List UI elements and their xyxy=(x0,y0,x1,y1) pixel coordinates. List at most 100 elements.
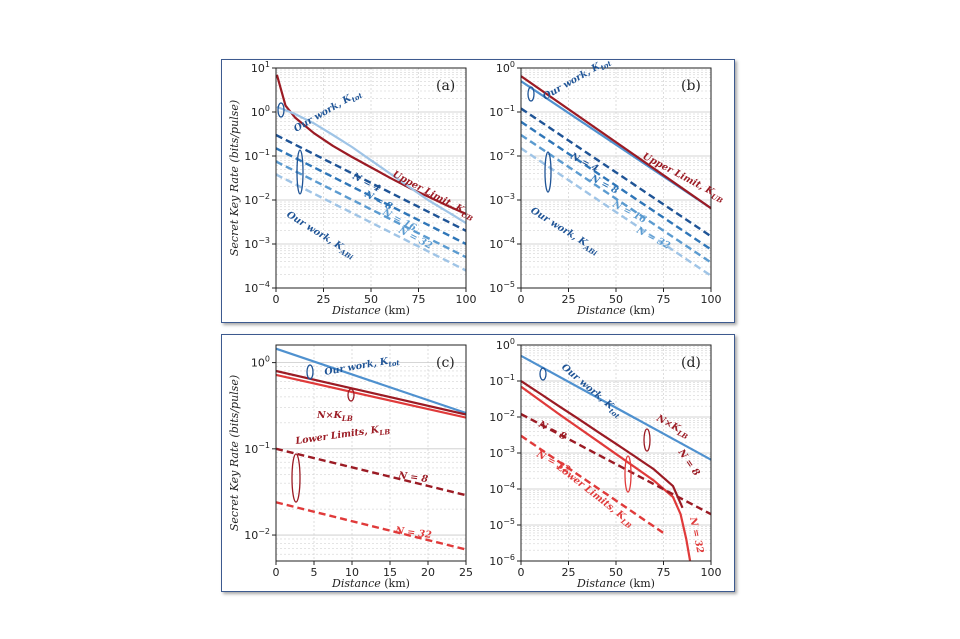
x-tick-label: 100 xyxy=(701,566,722,579)
series-line xyxy=(521,107,711,238)
series-line xyxy=(521,380,684,509)
annotation-label: N = 4 xyxy=(568,150,600,174)
y-tick-label: 10−4 xyxy=(244,280,270,295)
group-ellipse xyxy=(306,364,314,380)
x-tick-label: 25 xyxy=(317,293,331,306)
chart-panel-a: 0 25 50 75 100 101 100 10−1 10−2 10−3 10−4 Distance… xyxy=(228,60,477,317)
group-ellipse xyxy=(296,149,304,195)
x-tick-label: 25 xyxy=(562,566,576,579)
x-axis-title: Distance (km) xyxy=(576,577,655,590)
group-ellipse xyxy=(527,86,535,102)
x-tick-label: 75 xyxy=(657,293,671,306)
series-line xyxy=(276,501,466,551)
series-line xyxy=(521,385,692,561)
x-tick-label: 25 xyxy=(562,293,576,306)
x-tick-label: 25 xyxy=(459,566,473,579)
group-ellipse xyxy=(291,453,301,503)
x-tick-label: 5 xyxy=(311,566,318,579)
y-tick-label: 100 xyxy=(496,60,515,75)
series-line xyxy=(276,173,466,272)
y-tick-label: 10−2 xyxy=(489,148,515,163)
annotation-label: Lower Limits, KLB xyxy=(552,461,636,530)
x-axis-title: Distance (km) xyxy=(331,577,410,590)
series-line xyxy=(521,434,665,534)
series-line xyxy=(521,75,711,210)
x-tick-label: 50 xyxy=(609,566,623,579)
series-line xyxy=(276,147,466,246)
y-tick-label: 10−2 xyxy=(489,409,515,424)
annotation-label: Our work, KABi xyxy=(283,209,357,262)
panel-label: (c) xyxy=(436,355,455,371)
chart-panel-b: 0 25 50 75 100 100 10−1 10−2 10−3 10−4 10−5 Distanc… xyxy=(489,55,724,317)
group-ellipse xyxy=(624,455,632,493)
x-tick-label: 75 xyxy=(657,566,671,579)
panel-label: (b) xyxy=(681,78,701,94)
annotation-label: N = 8 xyxy=(588,172,621,196)
series-line xyxy=(276,105,466,224)
series-line xyxy=(276,133,466,232)
y-tick-label: 100 xyxy=(251,104,270,119)
series-line xyxy=(521,147,711,277)
y-tick-label: 10−1 xyxy=(244,148,270,163)
series-group xyxy=(276,347,466,551)
y-tick-label: 10−2 xyxy=(244,192,270,207)
series-line xyxy=(521,413,711,516)
annotation-label: N = 32 xyxy=(634,224,673,251)
y-tick-label: 10−1 xyxy=(489,373,515,388)
chart-panel-c: 0 5 10 15 20 25 100 10−1 10−2 Distance (km) Secret… xyxy=(228,344,473,590)
x-axis-title: Distance (km) xyxy=(331,304,410,317)
x-tick-label: 20 xyxy=(421,566,435,579)
y-tick-label: 10−3 xyxy=(244,236,270,251)
series-group xyxy=(276,74,466,272)
annotation-label: N = 8 xyxy=(397,470,429,485)
x-tick-label: 10 xyxy=(345,566,359,579)
y-tick-label: 10−1 xyxy=(489,104,515,119)
y-tick-label: 10−3 xyxy=(489,445,515,460)
y-axis-title: Secret Key Rate (bits/pulse) xyxy=(228,100,241,256)
group-ellipse xyxy=(544,151,552,193)
annotation-label: Lower Limits, KLB xyxy=(294,423,391,449)
x-tick-label: 100 xyxy=(456,293,477,306)
series-line xyxy=(276,160,466,259)
group-ellipse xyxy=(643,428,651,452)
series-line xyxy=(276,347,466,415)
series-line xyxy=(521,354,711,461)
y-tick-label: 10−6 xyxy=(489,553,515,568)
y-tick-label: 100 xyxy=(251,355,270,370)
y-tick-label: 10−3 xyxy=(489,192,515,207)
x-axis-title: Distance (km) xyxy=(576,304,655,317)
annotation-label: N = 32 xyxy=(687,515,706,554)
x-tick-label: 50 xyxy=(609,293,623,306)
annotation-label: Our work, Ktot xyxy=(541,55,614,104)
x-tick-label: 15 xyxy=(383,566,397,579)
series-line xyxy=(521,134,711,264)
y-tick-label: 10−5 xyxy=(489,517,515,532)
series-line xyxy=(521,120,711,251)
y-tick-label: 10−2 xyxy=(244,527,270,542)
series-line xyxy=(276,369,466,416)
series-line xyxy=(276,373,466,419)
group-ellipse xyxy=(347,388,355,402)
series-line xyxy=(276,74,466,216)
x-tick-label: 0 xyxy=(273,293,280,306)
annotation-label: N×KLB xyxy=(316,410,353,423)
y-tick-label: 10−4 xyxy=(489,481,515,496)
series-line xyxy=(276,447,466,497)
annotation-label: N = 8 xyxy=(536,418,569,442)
series-group xyxy=(521,354,711,561)
x-tick-label: 0 xyxy=(518,566,525,579)
group-ellipse xyxy=(277,102,285,118)
y-axis-title: Secret Key Rate (bits/pulse) xyxy=(228,375,241,531)
x-tick-label: 50 xyxy=(364,293,378,306)
annotation-label: N = 32 xyxy=(394,525,433,541)
group-ellipse xyxy=(539,367,547,381)
panel-label: (d) xyxy=(681,355,701,371)
x-tick-label: 100 xyxy=(701,293,722,306)
panel-label: (a) xyxy=(436,78,455,94)
x-tick-label: 0 xyxy=(518,293,525,306)
series-group xyxy=(521,75,711,277)
y-tick-label: 100 xyxy=(496,337,515,352)
y-tick-label: 10−1 xyxy=(244,441,270,456)
chart-panel-d: 0 25 50 75 100 100 10−1 10−2 10−3 10−4 10−5 10−6 Dis… xyxy=(489,337,721,590)
